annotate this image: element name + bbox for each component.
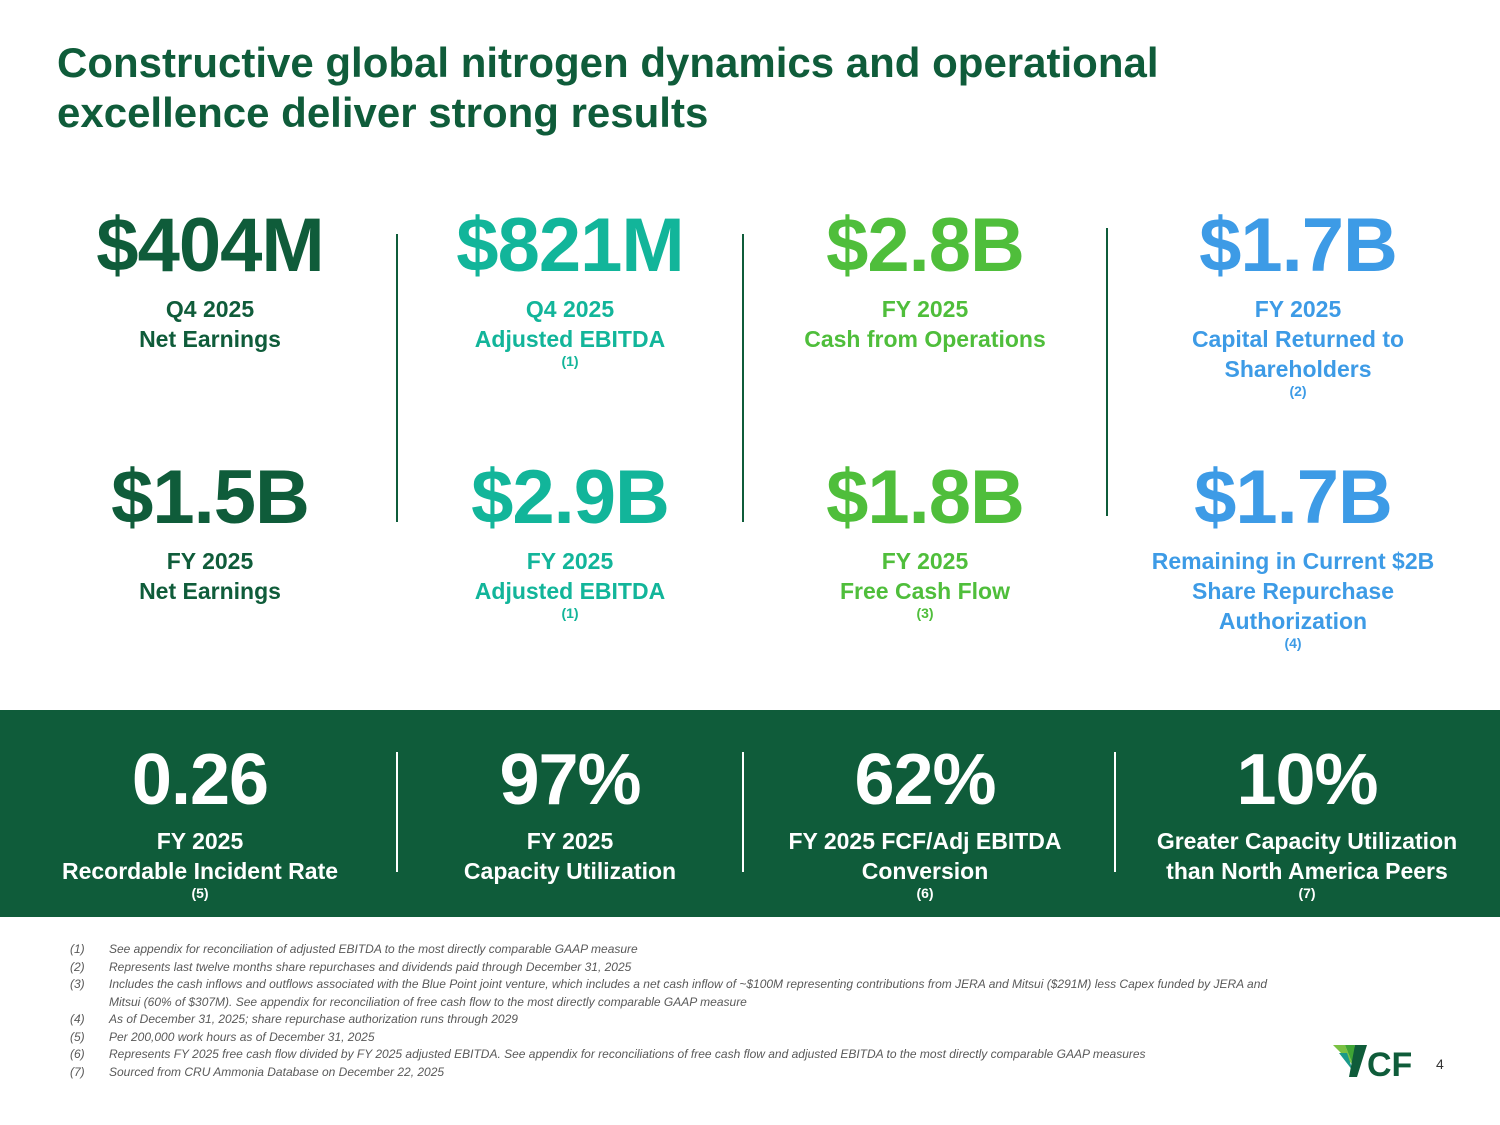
page-number: 4 [1436,1056,1444,1072]
metric-value: 10% [1236,740,1378,820]
metric-q4-net-earnings: $404M Q4 2025 Net Earnings [60,206,360,354]
kpi-band [0,710,1500,917]
metric-label: FY 2025 Capital Returned to Shareholders… [1191,296,1405,400]
metric-value: $1.7B [1199,203,1398,288]
divider [396,234,398,522]
metric-value: 97% [499,740,641,820]
cf-logo-icon: CF [1333,1045,1412,1084]
divider [396,752,398,872]
metric-value: 0.26 [131,740,269,820]
footnote-ref: (7) [1298,885,1316,902]
footnote: (5) Per 200,000 work hours as of December… [70,1029,375,1044]
metric-label: FY 2025 Free Cash Flow (3) [840,548,1010,622]
metric-value: $2.9B [471,455,670,540]
metric-label: Greater Capacity Utilization than North … [1130,826,1484,976]
metric-label: FY 2025 FCF/Adj EBITDA Conversion (6) [788,828,1062,902]
metric-vs-peers: 10% Greater Capacity Utilization than No… [1130,742,1484,976]
metric-fy-free-cash-flow: $1.8B FY 2025 Free Cash Flow (3) [765,458,1085,636]
divider [1114,752,1116,872]
metric-fy-cash-from-operations: $2.8B FY 2025 Cash from Operations [765,206,1085,354]
metric-value: $1.5B [111,455,310,540]
footnote-ref: (4) [1284,635,1302,652]
footnote-ref: (5) [191,885,209,902]
footnote: (1) See appendix for reconciliation of ad… [70,942,638,956]
metric-fy-adjusted-ebitda: $2.9B FY 2025 Adjusted EBITDA (1) [420,458,720,636]
divider [742,234,744,522]
footnote: (2) Represents last twelve months share r… [70,959,632,974]
footnote: (3) Includes the cash inflows and outflow… [70,977,1268,1009]
metric-label: Q4 2025 Net Earnings [139,296,281,352]
metric-fy-capital-returned: $1.7B FY 2025 Capital Returned to Shareh… [1140,206,1456,414]
cf-logo: CF [1333,1043,1412,1084]
footnote-ref: (1) [561,353,579,370]
footnote-ref: (1) [561,605,579,622]
metric-sublabel: 5-year rolling average ending 2025 [1147,918,1467,974]
metric-value: $1.7B [1194,455,1393,540]
metric-label: FY 2025 Adjusted EBITDA (1) [474,548,666,622]
metric-label: FY 2025 Net Earnings [139,548,281,604]
metric-label: FY 2025 Cash from Operations [804,296,1046,352]
metric-value: $1.8B [826,455,1025,540]
logo-text: CF [1367,1046,1411,1079]
metric-label: Remaining in Current $2B Share Repurchas… [1151,548,1435,652]
metric-capacity-utilization: 97% FY 2025 Capacity Utilization [420,742,720,886]
footnote: (7) Sourced from CRU Ammonia Database on … [70,1064,445,1079]
metric-fcf-conversion: 62% FY 2025 FCF/Adj EBITDA Conversion (6) [760,742,1090,916]
footnote: (4) As of December 31, 2025; share repurc… [70,1012,518,1026]
metric-label: Q4 2025 Adjusted EBITDA (1) [474,296,666,370]
metric-label: FY 2025 Recordable Incident Rate (5) [61,828,339,902]
footnote-ref: (2) [1289,383,1307,400]
metric-value: $821M [456,203,684,288]
divider [1106,228,1108,516]
metric-remaining-authorization: $1.7B Remaining in Current $2B Share Rep… [1126,458,1460,666]
metric-fy-net-earnings: $1.5B FY 2025 Net Earnings [60,458,360,606]
page-title: Constructive global nitrogen dynamics an… [57,39,1159,136]
metric-value: $2.8B [826,203,1025,288]
divider [742,752,744,872]
metric-incident-rate: 0.26 FY 2025 Recordable Incident Rate (5) [20,742,380,916]
footnote-ref: (6) [916,885,934,902]
footnotes: (1) See appendix for reconciliation of ad… [70,941,1270,1081]
metric-value: 62% [854,740,996,820]
footnote-ref: (3) [916,605,934,622]
footnote: (6) Represents FY 2025 free cash flow div… [70,1047,1146,1061]
metric-label: FY 2025 Capacity Utilization [463,828,677,884]
metric-value: $404M [96,203,324,288]
metric-q4-adjusted-ebitda: $821M Q4 2025 Adjusted EBITDA (1) [420,206,720,384]
